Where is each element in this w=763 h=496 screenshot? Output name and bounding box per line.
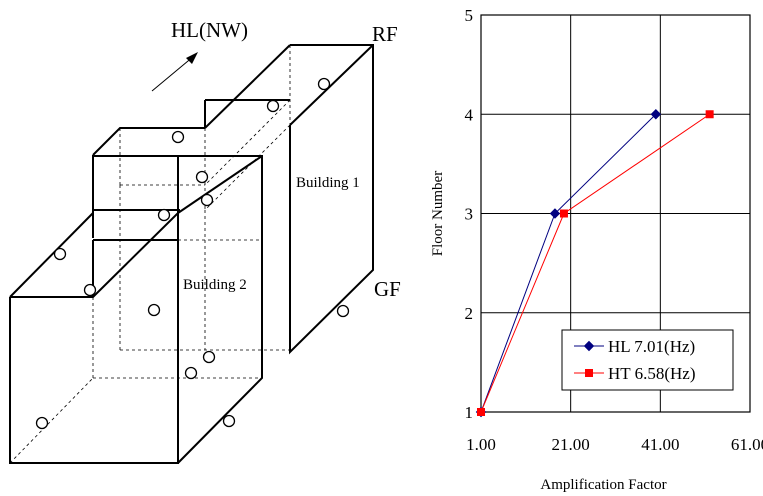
sensor-marker (35, 416, 49, 430)
y-tick-label: 1 (465, 403, 474, 422)
sensor-marker (317, 77, 331, 91)
sensor-marker (147, 303, 161, 317)
x-tick-label: 21.00 (552, 435, 590, 454)
sensor-marker (222, 414, 236, 428)
data-point (477, 408, 485, 416)
plot-area (480, 14, 751, 413)
sensor-marker (266, 99, 280, 113)
legend-box (561, 329, 734, 391)
data-point (549, 208, 561, 219)
legend-item: HL 7.01(Hz) (574, 337, 695, 356)
sensor-marker (202, 350, 216, 364)
data-point (650, 109, 662, 120)
building-2-label: Building 2 (183, 277, 247, 293)
legend-label: HT 6.58(Hz) (608, 364, 696, 383)
amplification-chart: 1 2 3 4 5 1.00 21.00 41.00 61.00 HL 7.01(Hz) HT … (430, 6, 763, 493)
y-tick-label: 3 (465, 205, 474, 224)
legend-item: HT 6.58(Hz) (574, 364, 696, 383)
x-tick-label: 41.00 (641, 435, 679, 454)
sensor-marker (171, 130, 185, 144)
sensor-markers (35, 77, 350, 430)
data-point (705, 110, 714, 119)
legend-marker (585, 369, 593, 377)
x-axis-ticks: 1.00 21.00 41.00 61.00 (466, 435, 763, 454)
y-tick-label: 5 (465, 6, 474, 25)
sensor-marker (195, 170, 209, 184)
y-axis-label: Floor Number (430, 171, 446, 256)
wind-direction-label: HL(NW) (171, 18, 248, 42)
y-tick-label: 4 (465, 105, 474, 124)
sensor-marker (53, 247, 67, 261)
ground-floor-label: GF (374, 277, 401, 301)
series-square (477, 110, 714, 416)
x-tick-label: 1.00 (466, 435, 496, 454)
sensor-marker (336, 304, 350, 318)
data-point (559, 209, 568, 218)
wind-arrow-icon (151, 52, 198, 92)
x-axis-label: Amplification Factor (540, 477, 666, 493)
sensor-marker (184, 366, 198, 380)
building-2-hidden-edges (9, 239, 262, 464)
series-layer (475, 109, 714, 418)
legend-label: HL 7.01(Hz) (608, 337, 695, 356)
sensor-marker (157, 208, 171, 222)
y-tick-label: 2 (465, 304, 474, 323)
building-1-label: Building 1 (296, 175, 360, 191)
x-tick-label: 61.00 (731, 435, 763, 454)
chart-legend: HL 7.01(Hz) HT 6.58(Hz) (561, 329, 734, 391)
building-1-frame (92, 44, 374, 355)
building-diagram (9, 44, 374, 464)
roof-label: RF (372, 22, 398, 46)
y-axis-ticks: 1 2 3 4 5 (465, 6, 474, 422)
sensor-marker (200, 193, 214, 207)
diagram-labels: HL(NW) RF GF Building 1 Building 2 (171, 18, 401, 301)
building-2-frame (9, 155, 263, 464)
legend-marker (583, 340, 595, 352)
sensor-marker (83, 283, 97, 297)
